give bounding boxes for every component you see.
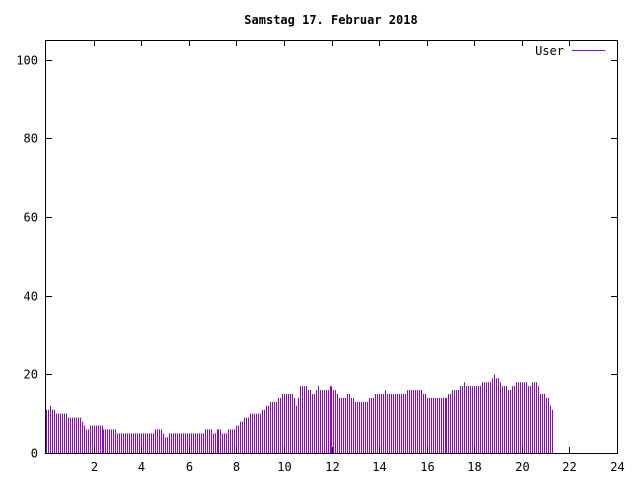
legend-label: User: [535, 44, 564, 58]
y-tick-label: 100: [16, 54, 38, 68]
x-tick-label: 18: [467, 460, 481, 474]
x-tick-label: 2: [91, 460, 98, 474]
x-tick-label: 8: [233, 460, 240, 474]
chart-title: Samstag 17. Februar 2018: [244, 13, 417, 27]
x-tick-label: 16: [420, 460, 434, 474]
y-tick-label: 0: [31, 447, 38, 461]
x-tick-label: 20: [515, 460, 529, 474]
x-tick-label: 6: [186, 460, 193, 474]
y-tick-label: 40: [24, 290, 38, 304]
x-tick-label: 24: [610, 460, 624, 474]
user-series-bars: [46, 374, 553, 453]
x-tick-label: 22: [562, 460, 576, 474]
x-tick-label: 12: [325, 460, 339, 474]
legend: User: [535, 44, 605, 58]
y-tick-label: 80: [24, 132, 38, 146]
y-axis: 0 20 40 60 80 100: [16, 54, 617, 461]
y-tick-label: 20: [24, 368, 38, 382]
plot-frame: [45, 40, 618, 454]
x-tick-label: 4: [138, 460, 145, 474]
y-tick-label: 60: [24, 211, 38, 225]
x-tick-label: 14: [372, 460, 386, 474]
x-tick-label: 10: [277, 460, 291, 474]
x-axis: 2 4 6 8 10 12 14 16 18 20 22 24: [91, 40, 625, 474]
